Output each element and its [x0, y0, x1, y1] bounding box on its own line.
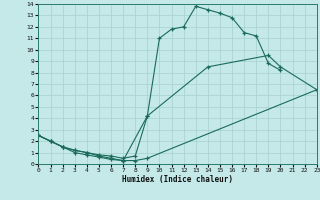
- X-axis label: Humidex (Indice chaleur): Humidex (Indice chaleur): [122, 175, 233, 184]
